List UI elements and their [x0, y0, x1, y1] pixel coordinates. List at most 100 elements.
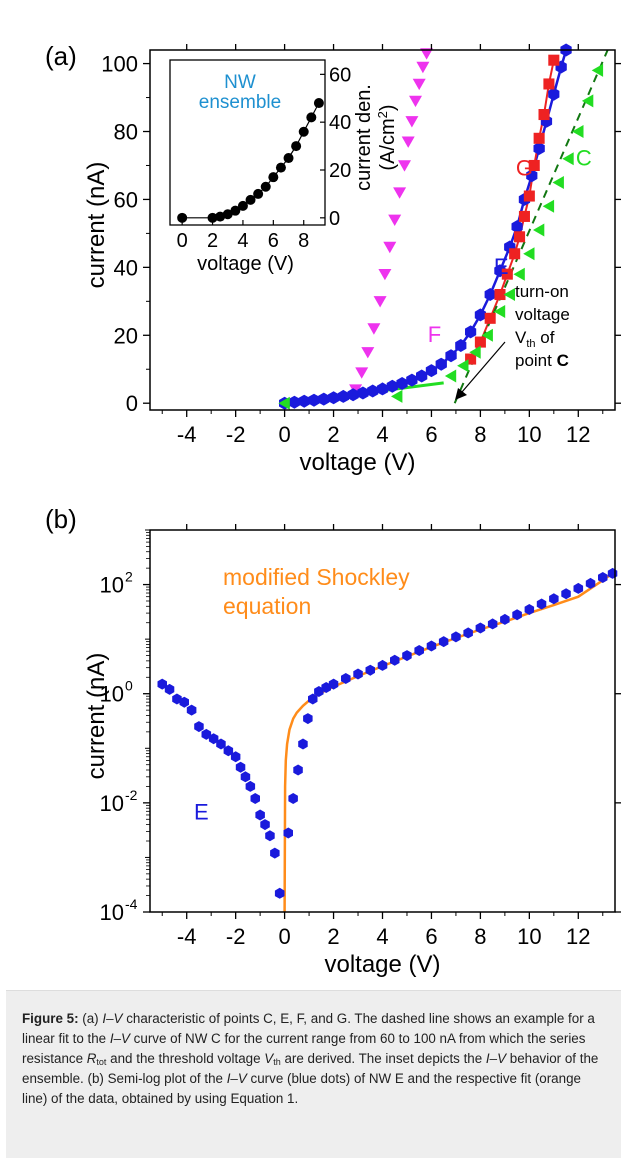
data-point-f	[409, 95, 422, 108]
caption-text: and the threshold voltage	[106, 1051, 265, 1066]
series-label-g: G	[516, 156, 533, 181]
caption-text: are derived. The inset depicts the	[280, 1051, 486, 1066]
data-point-f	[398, 160, 411, 172]
y-tick-label: 80	[114, 120, 138, 145]
data-point-c	[503, 288, 515, 301]
caption-vth-sub: th	[273, 1057, 281, 1067]
caption-vth: V	[264, 1051, 274, 1066]
inset-data-point	[313, 98, 324, 109]
x-tick-label: 4	[376, 422, 388, 447]
x-tick-label: 8	[474, 924, 486, 949]
y-tick-label: 20	[114, 323, 138, 348]
data-point-e	[327, 391, 340, 405]
inset-data-point	[306, 112, 317, 123]
data-point-e	[293, 764, 303, 776]
inset-unit-text: (A/cm	[377, 118, 399, 170]
data-point-c	[493, 305, 506, 318]
data-point-g	[538, 109, 550, 121]
data-point-e	[164, 683, 175, 695]
data-point-e	[425, 364, 438, 378]
x-axis-label: voltage (V)	[299, 449, 415, 476]
data-point-e	[270, 847, 280, 859]
data-point-e	[260, 819, 270, 831]
y-tick-base: 10	[100, 791, 124, 816]
inset-unit-close: )	[377, 104, 399, 111]
data-point-g	[514, 231, 526, 243]
data-point-e	[250, 793, 260, 804]
y-tick-label: 10	[100, 573, 124, 598]
data-point-e	[585, 577, 596, 589]
y-tick-label: 10	[100, 791, 124, 816]
inset-data-point	[177, 212, 188, 223]
data-point-e	[288, 395, 300, 409]
data-point-e	[303, 713, 313, 725]
inset-x-tick-label: 0	[177, 230, 188, 252]
y-tick-label: 40	[114, 255, 138, 280]
y-tick-label: 0	[126, 391, 138, 416]
y-tick-exponent: 2	[125, 569, 133, 585]
inset-data-point	[253, 188, 264, 199]
data-point-e	[283, 827, 293, 839]
data-point-e	[438, 636, 449, 648]
data-point-e	[549, 593, 559, 605]
y-tick-base: 10	[100, 682, 124, 707]
data-point-c	[581, 94, 594, 108]
inset-x-tick-label: 4	[237, 230, 248, 252]
x-tick-label: -4	[177, 924, 197, 949]
data-point-e	[376, 382, 389, 396]
data-point-e	[255, 809, 265, 821]
data-point-e	[512, 609, 522, 621]
annotation-arrow-line	[461, 341, 506, 393]
data-point-e	[367, 384, 379, 398]
data-point-g	[548, 54, 560, 66]
data-point-e	[308, 693, 318, 705]
inset-x-tick-label: 2	[207, 230, 218, 252]
inset-y-axis-label: current den.	[353, 84, 375, 191]
x-tick-label: -2	[226, 924, 246, 949]
inset-data-point	[237, 200, 248, 211]
data-point-e	[386, 379, 398, 393]
data-point-e	[573, 582, 584, 594]
data-point-e	[274, 887, 285, 899]
data-point-f	[361, 347, 375, 359]
x-tick-label: 6	[425, 422, 437, 447]
data-point-f	[378, 269, 392, 281]
inset-y-tick-label: 60	[329, 64, 351, 86]
panel-b-label: (b)	[45, 504, 77, 534]
data-point-e	[365, 664, 375, 676]
data-point-e	[179, 696, 189, 708]
annotation-arrow-head	[455, 388, 467, 400]
data-point-e	[318, 392, 330, 406]
data-point-e	[474, 308, 486, 322]
y-tick-exponent: -4	[125, 896, 138, 912]
x-tick-label: 8	[474, 422, 486, 447]
data-point-e	[511, 220, 523, 234]
inset-y-tick-label: 40	[329, 112, 351, 134]
data-point-e	[216, 738, 226, 750]
x-tick-label: 4	[376, 924, 388, 949]
inset-label: NW	[224, 72, 256, 93]
data-point-e	[451, 631, 461, 643]
inset-data-point	[298, 126, 309, 137]
fit-line-shockley	[283, 572, 614, 913]
inset-x-tick-label: 8	[298, 230, 309, 252]
figure-caption: Figure 5: (a) I–V characteristic of poin…	[6, 990, 621, 1158]
data-point-e	[414, 645, 424, 656]
caption-text: behavior of the ensemble. (b) Semi-log p…	[22, 1051, 599, 1086]
data-point-e	[524, 604, 535, 615]
data-point-g	[494, 289, 506, 301]
data-point-e	[245, 780, 256, 792]
data-point-g	[523, 190, 535, 202]
annotation-point: point	[515, 351, 557, 370]
fit-label: equation	[223, 593, 311, 619]
y-axis-label: current (nA)	[83, 653, 110, 780]
data-point-f	[420, 48, 434, 60]
annotation-v-sub: th	[526, 338, 535, 350]
data-point-f	[373, 296, 387, 308]
data-point-e	[357, 386, 369, 400]
annotation-of: of	[536, 328, 555, 347]
data-point-e	[548, 87, 560, 101]
data-point-e	[445, 349, 457, 363]
